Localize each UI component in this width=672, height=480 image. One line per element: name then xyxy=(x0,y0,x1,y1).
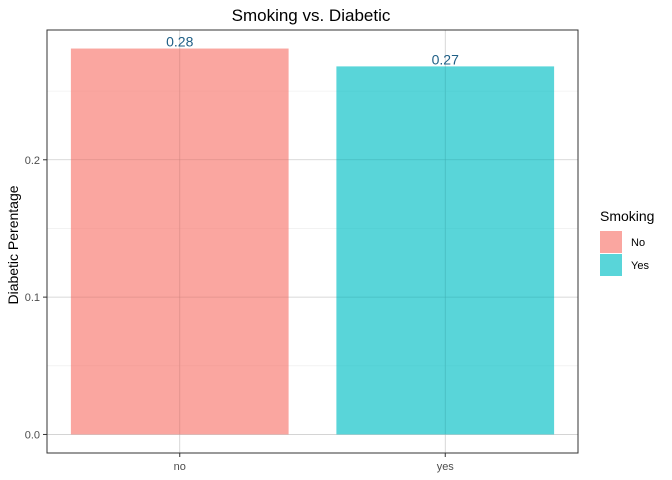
legend-key-no xyxy=(600,231,622,253)
data-label-yes: 0.27 xyxy=(432,51,459,67)
plot-panel: 0.28 0.27 0.0 0.1 0.2 no yes xyxy=(25,29,579,473)
chart-title: Smoking vs. Diabetic xyxy=(232,6,391,25)
legend-label-yes: Yes xyxy=(631,260,649,272)
panel-border xyxy=(46,29,579,454)
legend-label-no: No xyxy=(631,237,645,249)
x-tick-label-no: no xyxy=(174,461,186,473)
y-axis-label: Diabetic Perentage xyxy=(5,185,21,304)
legend: Smoking No Yes xyxy=(600,208,654,276)
data-label-no: 0.28 xyxy=(166,34,193,50)
legend-key-yes xyxy=(600,254,622,276)
y-tick-label: 0.1 xyxy=(25,292,40,304)
bar-yes xyxy=(336,66,555,435)
legend-title: Smoking xyxy=(600,208,654,224)
y-tick-label: 0.0 xyxy=(25,429,40,441)
x-tick-label-yes: yes xyxy=(437,461,455,473)
bar-no xyxy=(70,48,289,435)
y-tick-label: 0.2 xyxy=(25,155,40,167)
